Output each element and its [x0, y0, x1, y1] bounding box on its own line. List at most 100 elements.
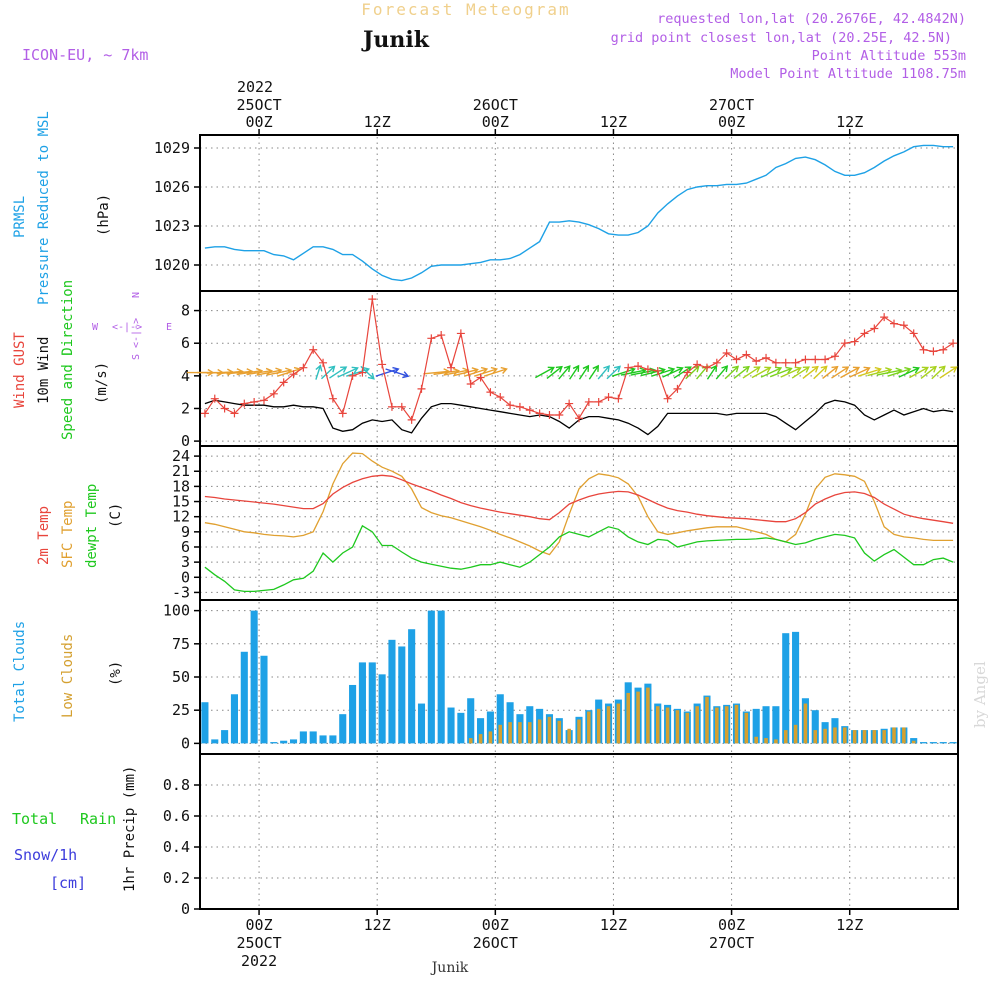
- wind-arrow-shaft: [887, 368, 911, 377]
- wind-arrow-icon: [920, 365, 937, 379]
- x-time-label-top: 00Z: [718, 113, 745, 131]
- gust-marker: [673, 384, 682, 393]
- y-tick-label: 12: [172, 508, 190, 526]
- wind-arrow-icon: [423, 368, 451, 376]
- total-cloud-bar: [299, 731, 307, 744]
- gust-marker: [929, 347, 938, 356]
- wind-arrow-icon: [558, 365, 571, 380]
- gust-marker: [466, 380, 475, 388]
- y-tick-label: 75: [172, 635, 190, 653]
- wind-arrow-icon: [813, 365, 828, 380]
- low-cloud-bar: [902, 727, 906, 744]
- gust-marker: [791, 358, 800, 367]
- wind-arrow-shaft: [535, 366, 555, 379]
- gust-marker: [378, 360, 387, 369]
- wind-arrow-head: [950, 366, 958, 373]
- low-cloud-bar: [852, 730, 857, 744]
- wind-arrow-icon: [606, 365, 621, 380]
- wind-arrow-shaft: [857, 368, 881, 377]
- wind-arrow-icon: [898, 366, 920, 378]
- total-cloud-bar: [447, 707, 455, 744]
- gust-marker: [210, 394, 219, 403]
- gust-marker: [801, 355, 810, 364]
- wind-arrow-shaft: [385, 368, 409, 377]
- wind-arrow-head: [315, 364, 323, 372]
- total-cloud-bar: [329, 735, 337, 744]
- wind-arrow-head: [938, 365, 946, 373]
- gust-marker: [634, 362, 643, 371]
- wind-arrow-shaft: [558, 365, 571, 380]
- wind-arrow-shaft: [611, 368, 635, 377]
- low-cloud-bar: [705, 696, 709, 744]
- wind-arrow-icon: [939, 366, 958, 379]
- low-cloud-bar: [626, 692, 630, 744]
- chart-title: Forecast Meteogram: [361, 0, 570, 19]
- gust-marker: [545, 411, 554, 419]
- low-cloud-bar: [754, 736, 758, 744]
- wind-arrow-icon: [385, 368, 410, 379]
- wind-arrow-icon: [337, 366, 359, 378]
- temp2m-line: [204, 474, 954, 524]
- gust-marker: [575, 414, 583, 423]
- wind-arrow-head: [613, 365, 621, 373]
- wind-arrow-shaft: [483, 368, 507, 377]
- wind-arrow-shaft: [375, 368, 399, 377]
- wind-arrow-shaft: [329, 366, 347, 379]
- precip-total-label: Total: [12, 810, 57, 828]
- gust-marker: [890, 319, 899, 328]
- total-cloud-bar: [378, 674, 386, 744]
- wind-arrow-head: [811, 365, 819, 373]
- total-cloud-bar: [398, 646, 406, 744]
- wind-arrow-icon: [742, 366, 761, 379]
- gust-marker: [663, 394, 672, 403]
- total-cloud-bar: [319, 735, 327, 744]
- gust-marker: [624, 363, 633, 372]
- gust-marker: [821, 355, 830, 364]
- y-tick-label: 0: [181, 432, 190, 450]
- gust-marker: [506, 401, 515, 410]
- x-date-label-bottom: 26OCT: [473, 934, 518, 952]
- y-tick-label: 100: [163, 602, 190, 620]
- y-tick-label: 1029: [154, 139, 190, 157]
- wind-arrow-head: [572, 364, 580, 372]
- gust-marker: [712, 358, 721, 367]
- wind-arrow-head: [874, 366, 882, 374]
- panel-frame: [199, 753, 959, 910]
- gust-marker: [269, 389, 278, 398]
- low-cloud-bar: [872, 730, 877, 744]
- wind-arrow-shaft: [433, 370, 459, 376]
- gust-marker: [594, 397, 603, 406]
- wind-arrow-icon: [751, 366, 772, 379]
- wind-arrow-icon: [840, 366, 861, 379]
- precip-rain-label: Rain: [80, 810, 116, 828]
- wind-arrow-head: [721, 365, 729, 373]
- grid-coords: grid point closest lon,lat (20.25E, 42.5…: [611, 30, 952, 46]
- wind-arrow-head: [443, 368, 451, 376]
- wind-arrow-icon: [831, 366, 850, 379]
- gust-marker: [328, 394, 337, 403]
- wind-arrow-head: [904, 366, 912, 374]
- low-cloud-bar: [803, 703, 808, 744]
- pressure-label-b: Pressure Reduced to MSL: [36, 111, 52, 305]
- wind-arrow-shaft: [578, 365, 589, 380]
- wind-arrow-icon: [909, 366, 930, 379]
- wind-arrow-icon: [724, 365, 740, 380]
- low-cloud-bar: [636, 691, 640, 744]
- gust-marker: [259, 396, 268, 405]
- y-tick-label: 0: [181, 734, 190, 752]
- wind-arrow-shaft: [780, 367, 801, 378]
- wind-arrow-shaft: [246, 370, 272, 376]
- gust-marker: [387, 402, 396, 411]
- wind-arrow-shaft: [320, 365, 335, 380]
- low-cloud-bar: [833, 727, 837, 744]
- wind-arrow-icon: [662, 366, 684, 378]
- x-time-label-top: 12Z: [364, 113, 391, 131]
- wind-arrow-shaft: [931, 365, 946, 380]
- low-cloud-bar: [715, 707, 719, 744]
- low-cloud-bar: [724, 706, 729, 744]
- gust-marker: [643, 365, 652, 374]
- x-time-label-bottom: 00Z: [482, 916, 509, 934]
- gust-marker: [870, 324, 879, 333]
- wind-arrow-head: [582, 364, 590, 372]
- wind-arrow-shaft: [226, 370, 253, 375]
